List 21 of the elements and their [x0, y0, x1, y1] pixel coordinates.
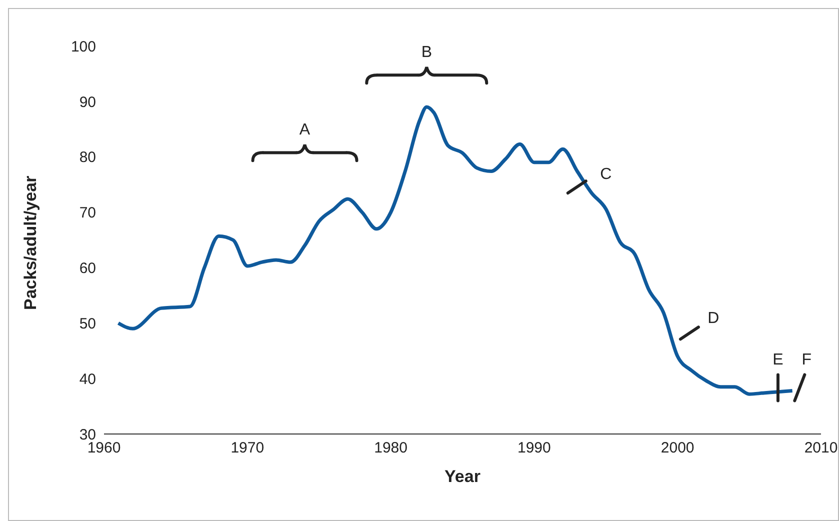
y-tick-label: 90 — [79, 94, 96, 111]
y-tick-label: 60 — [79, 260, 96, 278]
line-series — [116, 105, 794, 396]
x-tick-label: 1980 — [374, 440, 408, 457]
y-tick-label: 50 — [79, 315, 96, 332]
y-axis-title: Packs/adult/year — [21, 175, 40, 310]
x-tick-label: 1990 — [518, 440, 551, 457]
annotation: B — [421, 44, 432, 62]
annotation: A — [299, 122, 310, 139]
annotation: F — [802, 352, 812, 369]
y-tick-label: 40 — [79, 370, 96, 388]
x-tick-label: 2000 — [660, 440, 694, 457]
y-tick-label: 100 — [70, 38, 96, 56]
annotation: C — [600, 166, 612, 184]
x-axis-title: Year — [444, 467, 481, 486]
annotation: D — [708, 310, 720, 328]
x-tick-label: 2010 — [804, 440, 838, 457]
y-tick-label: 70 — [79, 204, 96, 222]
x-tick-label: 1970 — [230, 440, 264, 457]
y-tick-label: 80 — [79, 149, 96, 166]
annotation: E — [772, 352, 784, 369]
